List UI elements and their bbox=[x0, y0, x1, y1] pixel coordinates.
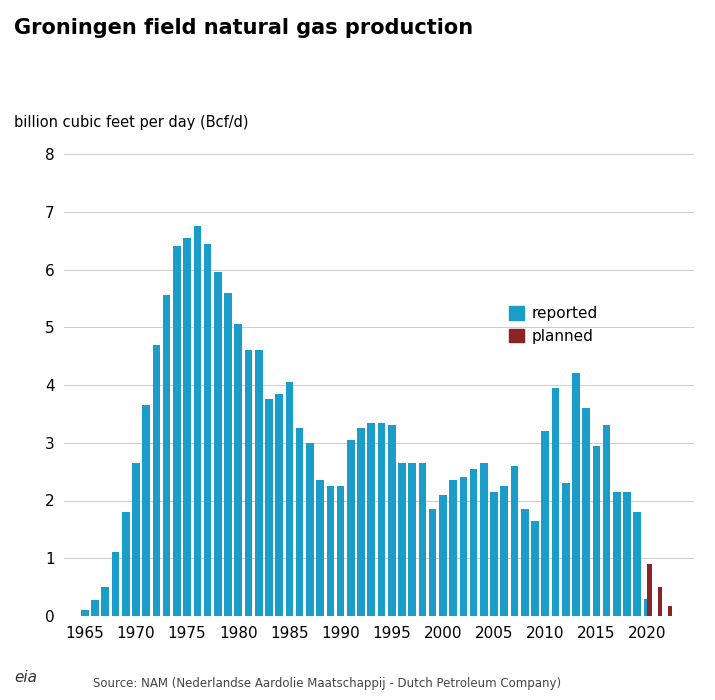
Bar bbox=[398, 463, 406, 616]
Bar bbox=[531, 521, 539, 616]
Bar bbox=[275, 393, 283, 616]
Bar bbox=[358, 428, 365, 616]
Text: eia: eia bbox=[14, 670, 37, 685]
Bar bbox=[327, 486, 334, 616]
Bar bbox=[439, 495, 447, 616]
Bar bbox=[449, 480, 457, 616]
Bar bbox=[132, 463, 140, 616]
Bar bbox=[613, 492, 621, 616]
Bar bbox=[647, 564, 651, 616]
Bar bbox=[194, 226, 201, 616]
Bar bbox=[658, 587, 662, 616]
Bar bbox=[500, 486, 508, 616]
Bar bbox=[306, 443, 314, 616]
Bar bbox=[214, 272, 222, 616]
Bar bbox=[541, 431, 549, 616]
Bar bbox=[388, 426, 395, 616]
Bar bbox=[285, 382, 293, 616]
Bar bbox=[255, 351, 262, 616]
Bar bbox=[593, 446, 600, 616]
Bar bbox=[418, 463, 426, 616]
Bar bbox=[296, 428, 303, 616]
Bar bbox=[92, 600, 99, 616]
Bar bbox=[490, 492, 498, 616]
Text: billion cubic feet per day (Bcf/d): billion cubic feet per day (Bcf/d) bbox=[14, 116, 249, 130]
Bar bbox=[122, 512, 129, 616]
Bar bbox=[551, 388, 559, 616]
Bar bbox=[163, 295, 170, 616]
Bar bbox=[603, 426, 611, 616]
Bar bbox=[112, 552, 119, 616]
Bar bbox=[235, 324, 242, 616]
Bar bbox=[511, 466, 518, 616]
Bar bbox=[521, 509, 528, 616]
Bar bbox=[460, 477, 467, 616]
Text: Groningen field natural gas production: Groningen field natural gas production bbox=[14, 18, 473, 38]
Bar bbox=[337, 486, 345, 616]
Bar bbox=[572, 374, 580, 616]
Bar bbox=[102, 587, 109, 616]
Bar bbox=[368, 423, 375, 616]
Legend: reported, planned: reported, planned bbox=[503, 300, 604, 350]
Bar bbox=[378, 423, 385, 616]
Bar bbox=[152, 344, 160, 616]
Bar bbox=[183, 238, 191, 616]
Text: Source: NAM (Nederlandse Aardolie Maatschappij - Dutch Petroleum Company): Source: NAM (Nederlandse Aardolie Maatsc… bbox=[93, 676, 561, 690]
Bar bbox=[245, 351, 252, 616]
Bar bbox=[81, 610, 89, 616]
Bar bbox=[429, 509, 436, 616]
Bar bbox=[204, 244, 212, 616]
Bar bbox=[623, 492, 631, 616]
Bar bbox=[480, 463, 488, 616]
Bar bbox=[265, 400, 273, 616]
Bar bbox=[582, 408, 590, 616]
Bar bbox=[562, 483, 570, 616]
Bar bbox=[470, 469, 478, 616]
Bar bbox=[347, 440, 355, 616]
Bar bbox=[225, 293, 232, 616]
Bar bbox=[408, 463, 416, 616]
Bar bbox=[173, 246, 181, 616]
Bar bbox=[316, 480, 324, 616]
Bar bbox=[644, 598, 651, 616]
Bar bbox=[668, 606, 672, 616]
Bar bbox=[142, 405, 150, 616]
Bar bbox=[633, 512, 641, 616]
